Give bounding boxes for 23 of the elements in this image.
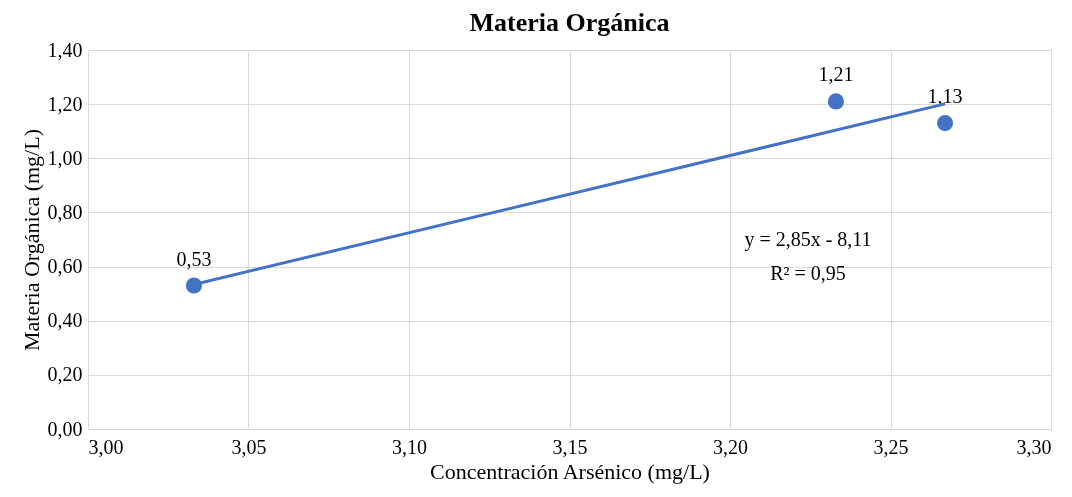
y-tick-label: 1,40	[47, 38, 83, 61]
data-label: 0,53	[176, 247, 212, 270]
x-tick-label: 3,05	[231, 435, 267, 458]
y-tick-label: 0,60	[47, 255, 83, 278]
y-tick-label: 1,20	[47, 92, 83, 115]
x-tick-label: 3,10	[392, 435, 427, 458]
x-tick-label: 3,20	[713, 435, 748, 458]
y-tick-label: 0,20	[47, 363, 83, 386]
y-axis-title: Materia Orgánica (mg/L)	[18, 129, 44, 351]
x-tick-label: 3,25	[873, 435, 909, 458]
x-axis-title: Concentración Arsénico (mg/L)	[430, 458, 710, 484]
x-tick-label: 3,15	[552, 435, 588, 458]
y-tick-label: 0,40	[47, 309, 83, 332]
annotation: y = 2,85x - 8,11	[744, 228, 872, 251]
chart-title: Materia Orgánica	[469, 8, 670, 37]
x-tick-label: 3,00	[88, 435, 124, 458]
y-tick-label: 0,80	[47, 200, 83, 223]
data-label: 1,13	[927, 85, 963, 108]
x-tick-label: 3,30	[1016, 435, 1052, 458]
annotation: R² = 0,95	[770, 262, 846, 284]
y-tick-label: 1,00	[47, 146, 83, 169]
data-label: 1,21	[818, 63, 854, 86]
y-tick-label: 0,00	[47, 417, 83, 440]
